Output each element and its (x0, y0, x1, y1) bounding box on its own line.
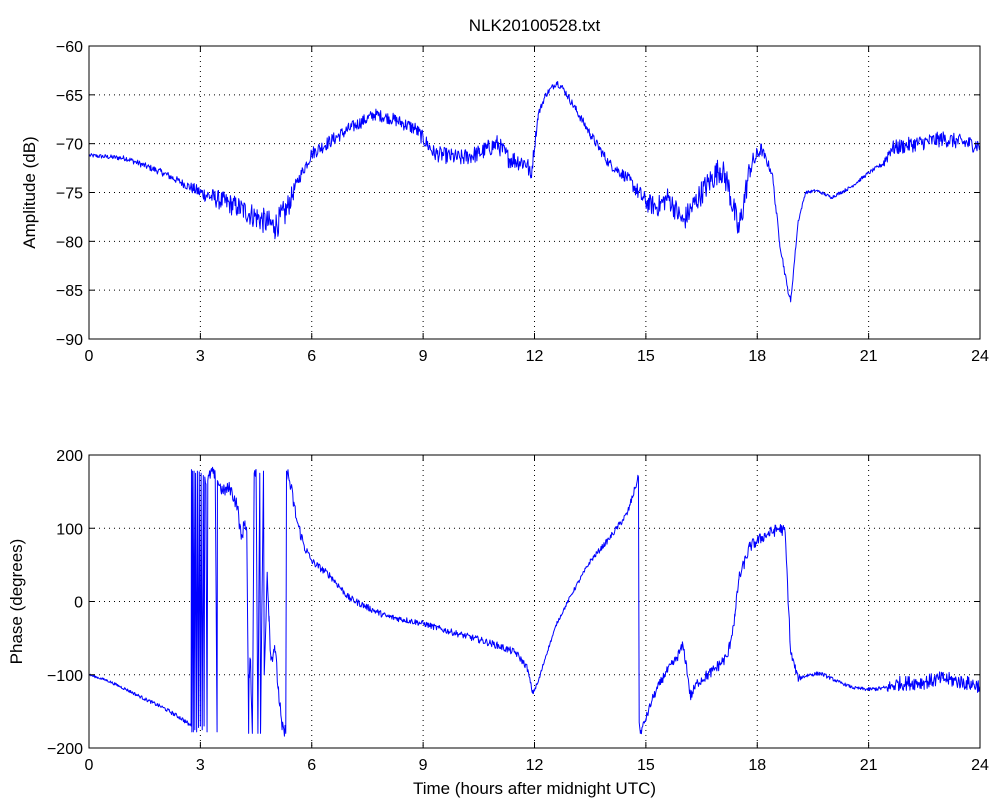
y-axis-label: Amplitude (dB) (20, 136, 39, 248)
x-tick-label: 3 (196, 757, 205, 774)
x-tick-label: 9 (419, 348, 428, 365)
y-tick-label: −85 (56, 283, 83, 300)
x-tick-label: 15 (637, 757, 655, 774)
x-tick-label: 15 (637, 348, 655, 365)
data-trace (88, 466, 981, 737)
x-tick-label: 21 (860, 348, 878, 365)
x-tick-label: 6 (307, 348, 316, 365)
y-tick-label: −75 (56, 186, 83, 203)
x-tick-label: 12 (526, 757, 544, 774)
y-tick-label: −90 (56, 332, 83, 349)
y-tick-label: 100 (56, 521, 83, 538)
x-tick-label: 18 (748, 348, 766, 365)
chart-title: NLK20100528.txt (469, 16, 601, 35)
y-tick-label: 0 (74, 595, 83, 612)
y-tick-label: −60 (56, 39, 83, 56)
x-tick-label: 24 (971, 757, 989, 774)
y-tick-label: −200 (47, 741, 83, 758)
y-tick-label: −70 (56, 137, 83, 154)
y-tick-label: 200 (56, 448, 83, 465)
x-tick-label: 18 (748, 757, 766, 774)
x-tick-label: 24 (971, 348, 989, 365)
y-tick-label: −100 (47, 668, 83, 685)
x-tick-label: 12 (526, 348, 544, 365)
x-tick-label: 6 (307, 757, 316, 774)
y-tick-label: −80 (56, 234, 83, 251)
y-axis-label: Phase (degrees) (7, 539, 26, 665)
subplot-1: 0 3 6 9 12 15 18 21 24 −60 −65 −70 −75 −80 −85 −90 NLK20… (20, 16, 989, 365)
x-tick-label: 0 (85, 757, 94, 774)
x-tick-label: 21 (860, 757, 878, 774)
x-tick-label: 0 (85, 348, 94, 365)
y-tick-label: −65 (56, 88, 83, 105)
x-tick-label: 3 (196, 348, 205, 365)
x-tick-label: 9 (419, 757, 428, 774)
x-axis-label: Time (hours after midnight UTC) (413, 779, 656, 798)
data-trace (88, 80, 981, 303)
subplot-2: 0 3 6 9 12 15 18 21 24 200 100 0 −100 −200 Phase (degr… (7, 448, 989, 798)
